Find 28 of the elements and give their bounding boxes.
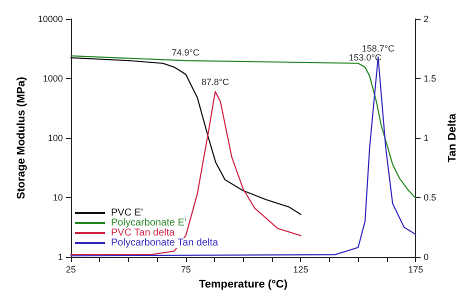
y-tick-label: 1000: [42, 74, 63, 84]
line-series: [70, 55, 416, 199]
annotation: 87.8°C: [201, 77, 230, 88]
x-tick-label: 75: [180, 264, 191, 274]
x-tick-label: 175: [408, 264, 424, 274]
y-axis-title: Storage Modulus (MPa): [16, 76, 28, 200]
y2-tick-label: 0.5: [424, 192, 436, 202]
y-tick-label: 10000: [38, 14, 63, 24]
y2-axis-title: Tan Delta: [446, 112, 458, 162]
y-tick-label: 100: [48, 133, 63, 143]
legend-label: Polycarbonate E': [111, 218, 186, 228]
line-series: [70, 90, 302, 256]
annotation: 74.9°C: [172, 47, 200, 58]
y-tick-label: 1: [58, 252, 63, 262]
x-axis-title: Temperature (°C): [198, 278, 288, 290]
annotation: 153.0°C: [348, 52, 382, 63]
y2-tick-label: 1.5: [424, 74, 436, 84]
legend-label: PVC E': [111, 208, 144, 218]
x-tick-label: 25: [66, 264, 76, 274]
y2-tick-label: 1: [424, 133, 429, 143]
line-series: [70, 57, 302, 215]
y2-tick-label: 2: [424, 14, 429, 24]
x-tick-label: 125: [293, 264, 308, 274]
annotation: 158.7°C: [362, 43, 395, 54]
y2-tick-label: 0: [424, 252, 429, 262]
legend-label: PVC Tan delta: [111, 228, 176, 238]
y-tick-label: 10: [52, 192, 63, 202]
legend-label: Polycarbonate Tan delta: [111, 238, 219, 248]
